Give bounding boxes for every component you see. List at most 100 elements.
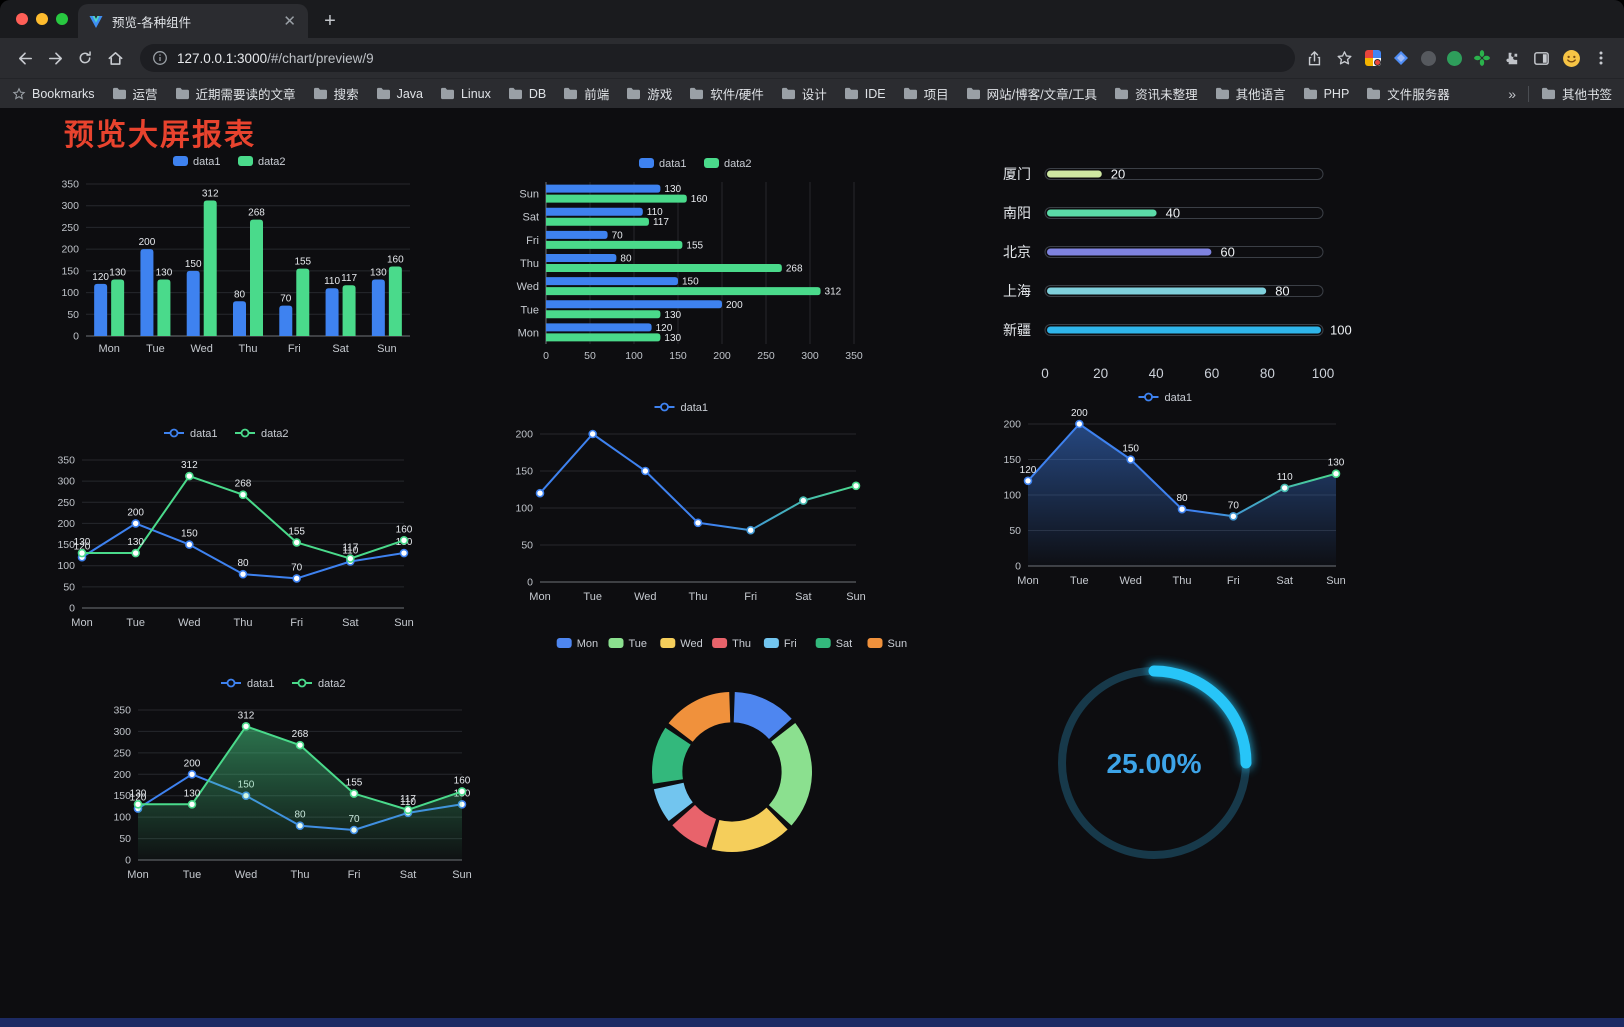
bookmark-item[interactable]: 前端	[563, 84, 609, 103]
pie-slice-Thu	[672, 804, 717, 848]
bookmark-label: 设计	[801, 88, 827, 102]
bookmark-item[interactable]: 网站/博客/文章/工具	[966, 84, 1097, 103]
bookmark-item[interactable]: 软件/硬件	[689, 84, 764, 103]
svg-text:data1: data1	[659, 158, 687, 170]
svg-text:268: 268	[235, 479, 252, 490]
hbar-data1-Tue	[546, 300, 722, 309]
pie-slice-Sun	[668, 692, 731, 743]
home-button[interactable]	[100, 43, 130, 73]
line-two-series-area-chart: data1 data2 0 50 100 150 200 250 300 350 Mon Tue Wed…	[113, 678, 471, 881]
star-icon	[12, 86, 26, 100]
bookmark-item[interactable]: 运营	[112, 84, 158, 103]
extension-badge	[1374, 59, 1381, 66]
svg-text:160: 160	[691, 194, 708, 205]
progress-track-南阳	[1044, 207, 1324, 219]
svg-text:300: 300	[57, 476, 75, 488]
svg-text:250: 250	[113, 747, 131, 759]
folder-icon	[313, 87, 327, 100]
svg-text:0: 0	[125, 855, 131, 867]
data-point	[77, 548, 87, 558]
svg-text:Fri: Fri	[348, 869, 361, 881]
bookmark-item[interactable]: 搜索	[313, 84, 359, 103]
tab-close-icon[interactable]: ✕	[283, 12, 296, 30]
extension-green-icon[interactable]	[1447, 50, 1462, 66]
data-point	[187, 799, 197, 809]
extension-gem-icon[interactable]	[1392, 49, 1410, 67]
extension-dark-icon[interactable]	[1421, 50, 1436, 66]
bookmarks-root-item[interactable]: Bookmarks	[12, 87, 95, 101]
bookmark-item[interactable]: Linux	[440, 87, 491, 101]
data-point	[241, 721, 251, 731]
other-bookmarks-label: 其他书签	[1561, 88, 1612, 102]
svg-text:Fri: Fri	[288, 343, 301, 355]
hbar-data1-Sat	[546, 207, 643, 216]
folder-icon	[564, 87, 578, 100]
browser-tab[interactable]: 预览-各种组件 ✕	[78, 4, 308, 38]
hbar-data1-Mon	[546, 323, 652, 332]
bookmarks-overflow-chevron[interactable]: »	[1508, 85, 1516, 102]
bookmark-item[interactable]: Java	[376, 87, 423, 101]
extension-pinwheel-icon[interactable]	[1473, 49, 1491, 67]
bookmark-item[interactable]: PHP	[1303, 87, 1349, 101]
svg-text:Mon: Mon	[127, 869, 148, 881]
bookmark-item[interactable]: 游戏	[626, 84, 672, 103]
bookmark-label: 其他语言	[1235, 88, 1286, 102]
svg-text:117: 117	[341, 273, 357, 284]
pie-slice-Mon	[733, 692, 792, 740]
extensions-puzzle-icon[interactable]	[1502, 49, 1521, 68]
bar-data2-Thu	[250, 219, 263, 336]
bookmark-item[interactable]: DB	[508, 87, 546, 101]
svg-text:120: 120	[1020, 465, 1037, 476]
data-point	[851, 481, 861, 491]
bar-data1-Thu	[233, 301, 246, 336]
bookmark-item[interactable]: 文件服务器	[1366, 84, 1450, 103]
sidebar-icon[interactable]	[1532, 49, 1551, 68]
svg-text:0: 0	[543, 350, 549, 362]
bookmark-item[interactable]: 项目	[903, 84, 949, 103]
forward-button[interactable]	[40, 43, 70, 73]
browser-toolbar: 127.0.0.1:3000/#/chart/preview/9	[0, 38, 1624, 78]
chart-legend: data1	[654, 402, 708, 414]
svg-text:200: 200	[713, 350, 731, 362]
svg-text:Tue: Tue	[1070, 575, 1089, 587]
svg-text:130: 130	[370, 268, 387, 279]
close-window-button[interactable]	[16, 13, 28, 25]
new-tab-button[interactable]: +	[324, 9, 336, 32]
bookmark-item[interactable]: 资讯未整理	[1114, 84, 1198, 103]
bookmark-label: 资讯未整理	[1135, 88, 1198, 102]
bookmark-item[interactable]: 其他语言	[1215, 84, 1286, 103]
reload-button[interactable]	[70, 43, 100, 73]
svg-text:新疆: 新疆	[1003, 322, 1031, 338]
share-icon[interactable]	[1305, 49, 1324, 68]
hbar-data1-Wed	[546, 277, 678, 286]
svg-text:Thu: Thu	[689, 591, 708, 603]
menu-kebab-icon[interactable]	[1592, 49, 1610, 67]
data-point	[1280, 483, 1289, 493]
svg-text:150: 150	[185, 259, 202, 270]
svg-text:110: 110	[400, 797, 416, 808]
data-point	[238, 569, 248, 579]
svg-text:250: 250	[757, 350, 775, 362]
svg-text:155: 155	[686, 240, 703, 251]
zoom-window-button[interactable]	[56, 13, 68, 25]
svg-text:120: 120	[130, 793, 147, 804]
bookmark-item[interactable]: IDE	[844, 87, 886, 101]
svg-text:data2: data2	[261, 428, 289, 440]
profile-avatar[interactable]	[1562, 49, 1581, 68]
bookmark-star-icon[interactable]	[1335, 49, 1354, 68]
minimize-window-button[interactable]	[36, 13, 48, 25]
site-info-icon[interactable]	[152, 50, 168, 66]
address-bar[interactable]: 127.0.0.1:3000/#/chart/preview/9	[140, 44, 1295, 72]
extension-grid-icon[interactable]	[1365, 50, 1381, 66]
bookmark-item[interactable]: 设计	[781, 84, 827, 103]
svg-text:Fri: Fri	[526, 235, 539, 247]
hbar-data1-Fri	[546, 230, 608, 239]
other-bookmarks[interactable]: 其他书签	[1541, 84, 1612, 103]
hbar-data1-Sun	[546, 184, 661, 193]
svg-text:130: 130	[156, 268, 173, 279]
back-button[interactable]	[10, 43, 40, 73]
data-point	[535, 488, 545, 498]
bookmark-item[interactable]: 近期需要读的文章	[175, 84, 296, 103]
